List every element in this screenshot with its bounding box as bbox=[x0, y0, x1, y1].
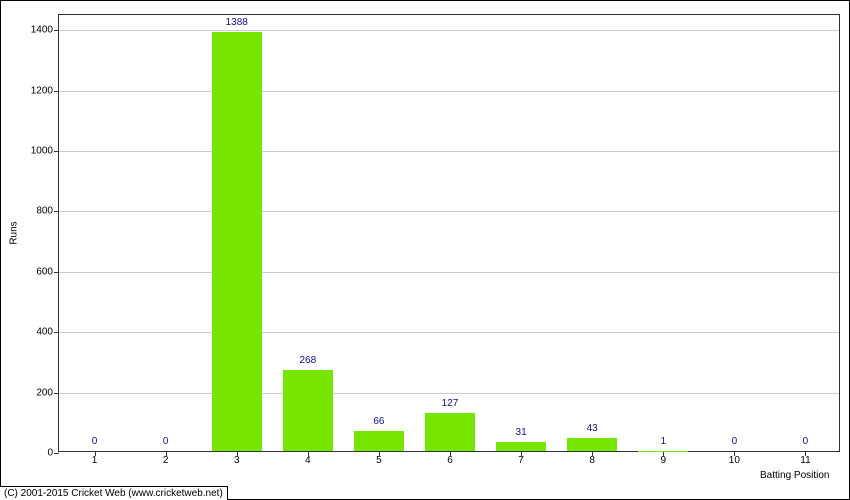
y-tick-label: 800 bbox=[36, 206, 59, 217]
bar-value-label: 0 bbox=[163, 436, 169, 447]
copyright-text: (C) 2001-2015 Cricket Web (www.cricketwe… bbox=[0, 486, 228, 500]
bar-value-label: 268 bbox=[299, 355, 316, 366]
bar: 31 bbox=[496, 442, 546, 451]
bar-value-label: 1 bbox=[660, 436, 666, 447]
plot-area: 0200400600800100012001400102031388426856… bbox=[58, 14, 840, 452]
grid-line bbox=[59, 393, 839, 394]
x-tick-label: 6 bbox=[447, 455, 453, 466]
bar: 268 bbox=[283, 370, 333, 451]
grid-line bbox=[59, 332, 839, 333]
bar-value-label: 66 bbox=[373, 416, 384, 427]
y-axis-title: Runs bbox=[9, 221, 20, 244]
y-tick-label: 1400 bbox=[31, 25, 59, 36]
grid-line bbox=[59, 272, 839, 273]
x-tick-label: 9 bbox=[660, 455, 666, 466]
grid-line bbox=[59, 91, 839, 92]
grid-line bbox=[59, 151, 839, 152]
x-tick-label: 8 bbox=[589, 455, 595, 466]
grid-line bbox=[59, 30, 839, 31]
x-tick-label: 1 bbox=[92, 455, 98, 466]
bar-value-label: 31 bbox=[516, 427, 527, 438]
x-tick-label: 5 bbox=[376, 455, 382, 466]
chart-wrapper: 0200400600800100012001400102031388426856… bbox=[0, 0, 850, 500]
bar: 43 bbox=[567, 438, 617, 451]
bar: 127 bbox=[425, 413, 475, 451]
x-tick-label: 2 bbox=[163, 455, 169, 466]
y-tick-label: 600 bbox=[36, 266, 59, 277]
x-tick-label: 7 bbox=[518, 455, 524, 466]
bar: 66 bbox=[354, 431, 404, 451]
y-tick-label: 400 bbox=[36, 327, 59, 338]
x-tick-label: 10 bbox=[729, 455, 740, 466]
bar-value-label: 0 bbox=[803, 436, 809, 447]
bar: 1388 bbox=[212, 32, 262, 451]
y-tick-label: 200 bbox=[36, 387, 59, 398]
x-tick-label: 3 bbox=[234, 455, 240, 466]
bar-value-label: 43 bbox=[587, 423, 598, 434]
bar-value-label: 0 bbox=[92, 436, 98, 447]
bar-value-label: 0 bbox=[732, 436, 738, 447]
y-tick-label: 1000 bbox=[31, 145, 59, 156]
bar-value-label: 127 bbox=[442, 398, 459, 409]
bar-value-label: 1388 bbox=[226, 17, 248, 28]
x-tick-label: 11 bbox=[800, 455, 810, 466]
y-tick-label: 1200 bbox=[31, 85, 59, 96]
x-tick-label: 4 bbox=[305, 455, 311, 466]
grid-line bbox=[59, 211, 839, 212]
y-tick-label: 0 bbox=[47, 448, 59, 459]
x-axis-title: Batting Position bbox=[760, 470, 830, 481]
